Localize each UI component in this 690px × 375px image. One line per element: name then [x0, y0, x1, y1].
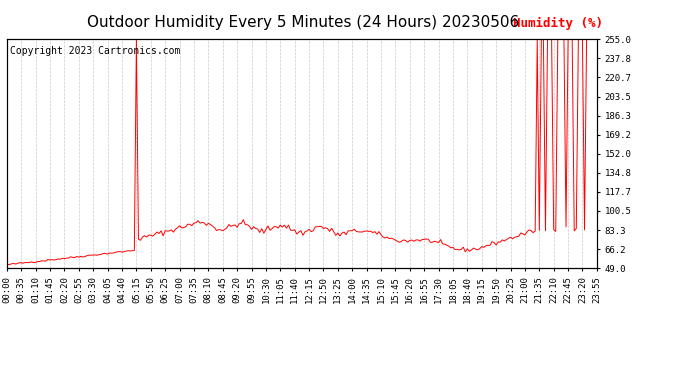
- Text: Outdoor Humidity Every 5 Minutes (24 Hours) 20230506: Outdoor Humidity Every 5 Minutes (24 Hou…: [88, 15, 520, 30]
- Text: Copyright 2023 Cartronics.com: Copyright 2023 Cartronics.com: [10, 46, 180, 56]
- Text: Humidity (%): Humidity (%): [513, 17, 603, 30]
